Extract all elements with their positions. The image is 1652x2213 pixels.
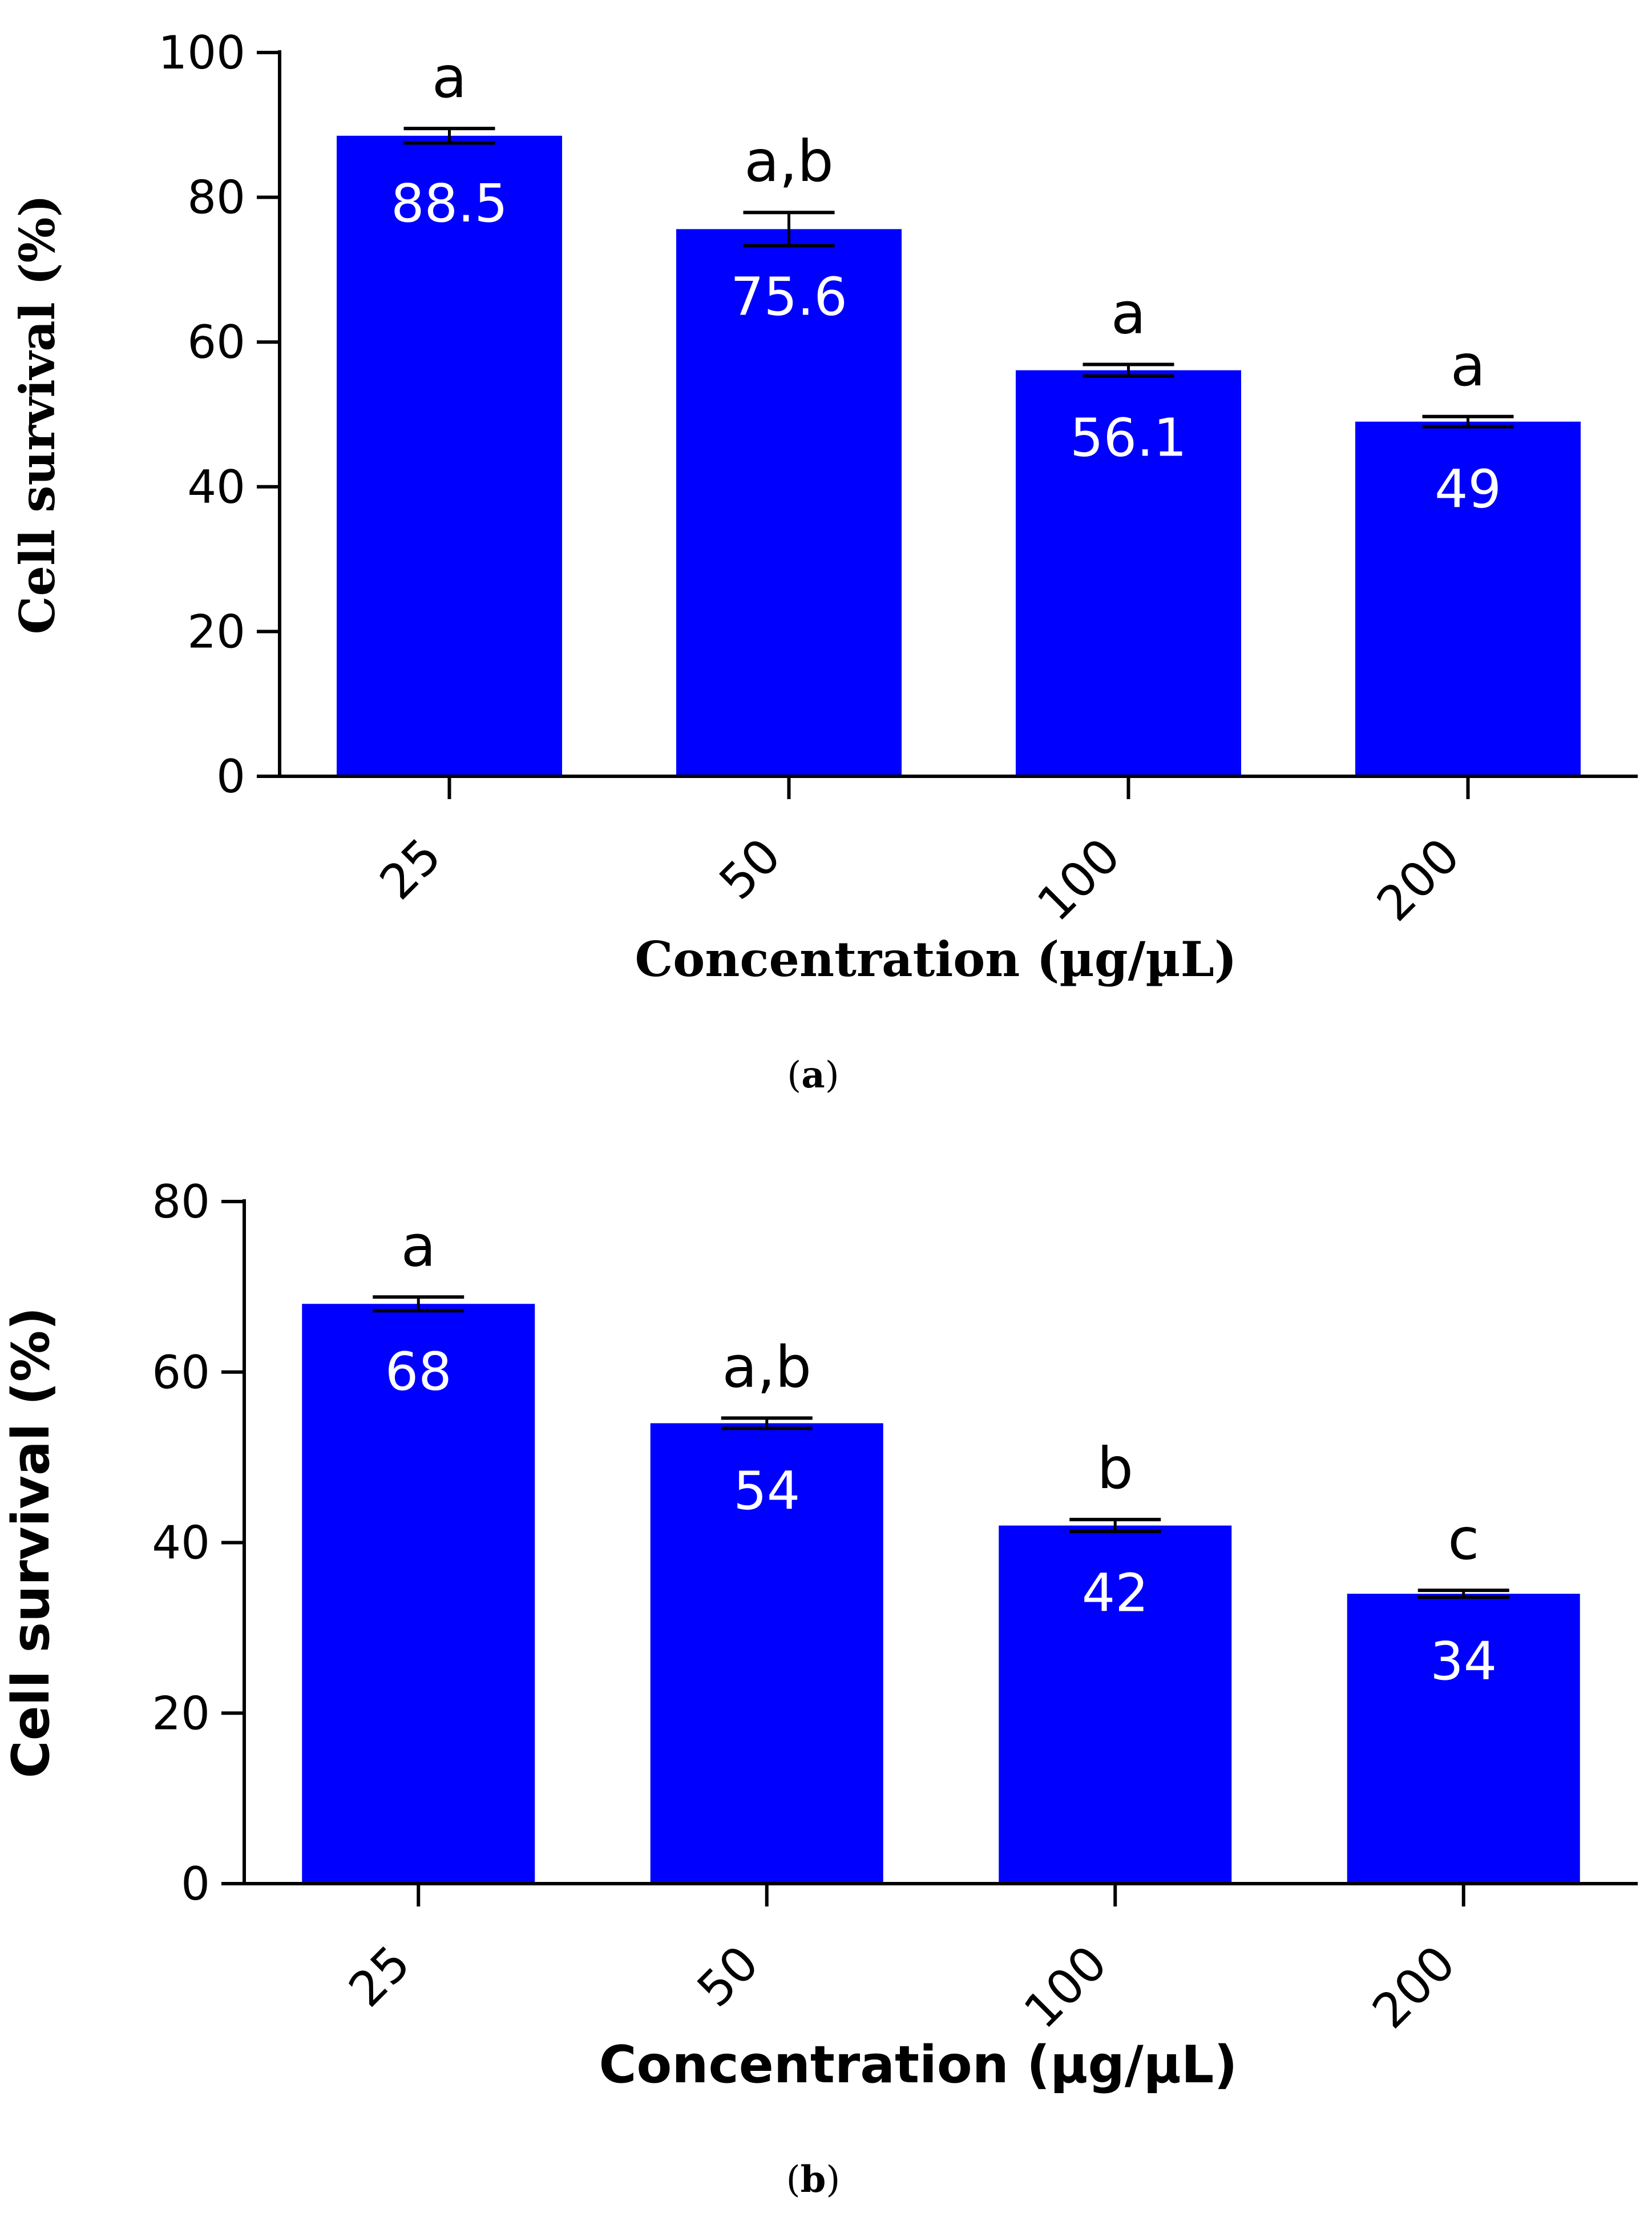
significance-letter: a [1111, 280, 1146, 347]
x-tick-label: 25 [369, 828, 452, 910]
y-tick-label: 60 [152, 1346, 210, 1399]
y-axis-title: Cell survival (%) [9, 195, 66, 634]
x-axis-title: Concentration (µg/µL) [635, 931, 1237, 987]
y-tick-label: 40 [187, 461, 245, 514]
y-tick-label: 0 [216, 750, 245, 803]
significance-letter: a [432, 44, 467, 111]
bar-200 [1355, 421, 1581, 776]
bar-value-label: 42 [1082, 1563, 1149, 1624]
bar-value-label: 88.5 [391, 173, 508, 234]
x-tick-label: 100 [1027, 828, 1131, 932]
y-axis-title: Cell survival (%) [1, 1307, 61, 1779]
significance-letter: a [401, 1212, 436, 1279]
bar-value-label: 54 [733, 1460, 800, 1521]
bar-value-label: 34 [1430, 1631, 1497, 1692]
bar-50 [676, 229, 902, 777]
x-tick-label: 50 [686, 1935, 769, 2018]
y-tick-label: 60 [187, 316, 245, 369]
x-tick-label: 25 [338, 1935, 421, 2018]
y-tick-label: 0 [181, 1857, 210, 1910]
y-tick-label: 20 [152, 1687, 210, 1740]
bar-200 [1347, 1594, 1580, 1884]
significance-letter: c [1448, 1506, 1479, 1573]
bar-25 [337, 135, 562, 776]
chart-panel-a: 88.5 a 75.6 a,b 56.1 a 49 a 0 20 40 60 80 100 25 50 100 2… [9, 26, 1638, 1097]
bar-value-label: 49 [1435, 459, 1501, 520]
chart-panel-b: 68 a 54 a,b 42 b 34 c 0 20 40 60 80 25 50 100 200 Concent… [1, 1175, 1638, 2201]
y-tick-label: 40 [152, 1517, 210, 1570]
x-tick-label: 100 [1013, 1935, 1118, 2039]
y-tick-label: 80 [187, 171, 245, 224]
panel-label: (b) [786, 2158, 841, 2201]
bar-100 [999, 1525, 1232, 1884]
y-tick-label: 20 [187, 605, 245, 658]
bar-25 [302, 1304, 535, 1884]
x-tick-label: 200 [1362, 1935, 1466, 2039]
bar-50 [650, 1423, 883, 1884]
x-tick-label: 50 [709, 828, 791, 910]
x-tick-label: 200 [1366, 828, 1471, 932]
significance-letter: a [1451, 332, 1485, 399]
bar-100 [1016, 370, 1241, 776]
significance-letter: b [1097, 1435, 1133, 1502]
x-axis-title: Concentration (µg/µL) [599, 2035, 1237, 2095]
bar-value-label: 56.1 [1070, 408, 1187, 469]
significance-letter: a,b [744, 128, 834, 195]
y-tick-label: 80 [152, 1175, 210, 1228]
bar-value-label: 75.6 [730, 266, 847, 327]
significance-letter: a,b [722, 1333, 811, 1400]
y-tick-label: 100 [158, 26, 245, 79]
bar-value-label: 68 [385, 1341, 452, 1402]
panel-label: (a) [787, 1054, 839, 1097]
